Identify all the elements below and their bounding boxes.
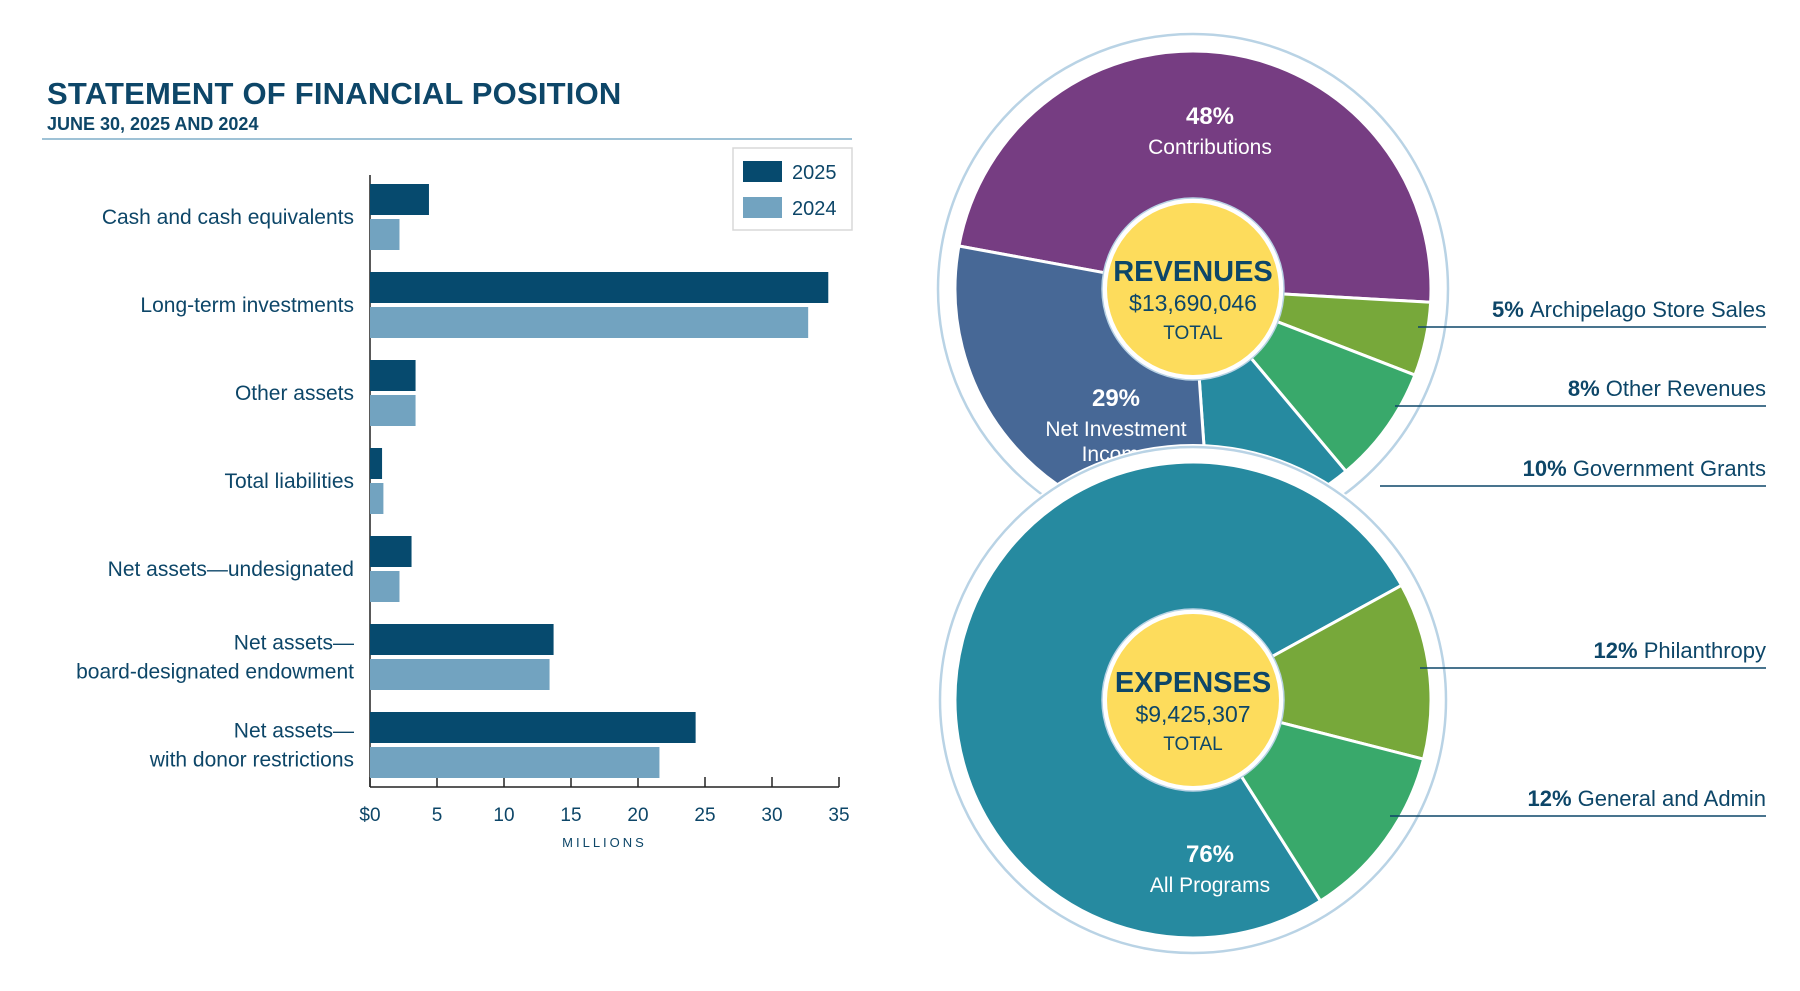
legend-label-2025: 2025 [792, 162, 837, 184]
title-divider [42, 138, 852, 140]
callout-percent: 5% [1492, 297, 1530, 322]
bar-2024 [370, 659, 550, 690]
x-axis-label: MILLIONS [562, 835, 647, 850]
bar-2025 [370, 712, 696, 743]
bar-2024 [370, 483, 384, 514]
slice-percent-label: 76% [1186, 841, 1234, 868]
bar-2025 [370, 536, 412, 567]
center-amount: $13,690,046 [1129, 290, 1257, 316]
callout-label: 8% Other Revenues [1568, 376, 1766, 401]
bar-2024 [370, 395, 416, 426]
x-tick-label: 10 [493, 805, 514, 826]
bar-2025 [370, 360, 416, 391]
category-label: Net assets— board-designated endowment [76, 632, 354, 684]
slice-name-label: Net Investment [1045, 418, 1186, 441]
bar-2025 [370, 448, 383, 479]
center-circle [1107, 614, 1279, 786]
x-tick-label: 20 [627, 805, 648, 826]
callout-label: 12% Philanthropy [1594, 638, 1766, 663]
callout-label: 12% General and Admin [1528, 786, 1767, 811]
x-tick-label: 15 [560, 805, 581, 826]
center-circle [1107, 203, 1279, 375]
bar-2024 [370, 747, 660, 778]
callout-name: Philanthropy [1644, 638, 1766, 663]
category-label-line: board-designated endowment [76, 661, 354, 684]
callout-name: Government Grants [1573, 456, 1766, 481]
callout-percent: 8% [1568, 376, 1606, 401]
category-label: Other assets [235, 382, 354, 405]
center-title: EXPENSES [1115, 667, 1271, 699]
callout-percent: 12% [1528, 786, 1578, 811]
callout-percent: 12% [1594, 638, 1644, 663]
bar-legend: 2025 2024 [732, 147, 853, 231]
category-label-line: Other assets [235, 382, 354, 405]
pie-slice-contributions [957, 49, 1433, 304]
callout-name: General and Admin [1578, 786, 1766, 811]
callout-name: Archipelago Store Sales [1530, 297, 1766, 322]
center-amount: $9,425,307 [1135, 701, 1250, 727]
page-subtitle: JUNE 30, 2025 AND 2024 [47, 114, 259, 134]
slice-name-label: Contributions [1148, 136, 1272, 159]
category-label-line: Net assets— [234, 720, 354, 743]
bar-2025 [370, 624, 554, 655]
bar-2025 [370, 184, 429, 215]
slice-name-label: All Programs [1150, 874, 1270, 897]
callout-percent: 10% [1523, 456, 1573, 481]
slice-percent-label: 29% [1092, 385, 1140, 412]
center-total-label: TOTAL [1163, 734, 1222, 755]
expenses-pie: 76% All Programs EXPENSES$9,425,307 TOTAL 12… [937, 444, 1766, 956]
category-label-line: Net assets—undesignated [108, 558, 354, 581]
pie-slice-philanthropy [1191, 583, 1433, 761]
category-label-line: Total liabilities [224, 470, 354, 493]
legend-swatch-2025 [743, 161, 782, 182]
category-label-line: Long-term investments [140, 294, 354, 317]
bar-2024 [370, 307, 809, 338]
category-label-line: with donor restrictions [149, 749, 354, 772]
slice-percent-label: 48% [1186, 103, 1234, 130]
page-title: STATEMENT OF FINANCIAL POSITION [47, 76, 622, 111]
category-label-line: Net assets— [234, 632, 354, 655]
bar-2024 [370, 571, 400, 602]
category-label: Cash and cash equivalents [102, 206, 354, 229]
category-label-line: Cash and cash equivalents [102, 206, 354, 229]
bar-2024 [370, 219, 400, 250]
center-total-label: TOTAL [1163, 323, 1222, 344]
legend-swatch-2024 [743, 197, 782, 218]
x-tick-label: 30 [761, 805, 782, 826]
legend-label-2024: 2024 [792, 198, 837, 220]
x-tick-label: 25 [694, 805, 715, 826]
bar-2025 [370, 272, 829, 303]
category-label: Net assets—undesignated [108, 558, 354, 581]
bar-chart: $0 5 10 15 20 25 30 35 MILLIONS Cash and cash equ… [76, 175, 850, 850]
callout-label: 5% Archipelago Store Sales [1492, 297, 1766, 322]
category-label: Total liabilities [224, 470, 354, 493]
x-tick-label: 35 [828, 805, 849, 826]
x-tick-label: $0 [359, 805, 380, 826]
callout-label: 10% Government Grants [1523, 456, 1766, 481]
category-label: Net assets— with donor restrictions [149, 720, 354, 772]
category-label: Long-term investments [140, 294, 354, 317]
callout-name: Other Revenues [1606, 376, 1766, 401]
center-title: REVENUES [1113, 256, 1273, 288]
x-tick-label: 5 [432, 805, 443, 826]
